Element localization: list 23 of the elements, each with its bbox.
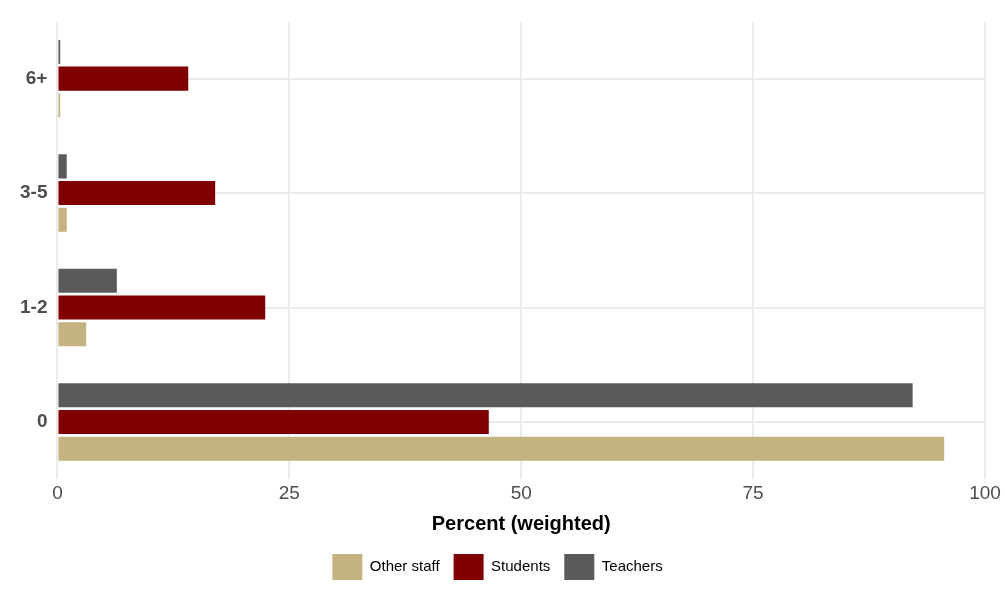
y-tick-label: 3-5: [19, 181, 48, 203]
legend-label: Other staff: [369, 557, 441, 575]
y-tick-label: 6+: [25, 66, 48, 88]
bar: [58, 66, 189, 91]
bar: [58, 436, 945, 461]
bar: [58, 383, 913, 408]
bar: [58, 154, 67, 179]
legend-label: Students: [491, 557, 551, 575]
x-tick-label: 50: [510, 481, 532, 503]
bar: [58, 268, 117, 293]
bar: [58, 295, 266, 320]
x-tick-label: 25: [278, 481, 300, 503]
x-axis-title: Percent (weighted): [431, 511, 611, 534]
x-tick-label: 75: [742, 481, 764, 503]
bar: [58, 207, 67, 232]
legend-label: Teachers: [601, 557, 663, 575]
bar: [58, 322, 87, 347]
bar: [58, 181, 216, 206]
y-tick-label: 1-2: [19, 295, 48, 317]
bar: [58, 409, 489, 434]
x-tick-label: 100: [969, 481, 1001, 503]
x-tick-label: 0: [52, 481, 63, 503]
y-tick-label: 0: [36, 410, 48, 432]
